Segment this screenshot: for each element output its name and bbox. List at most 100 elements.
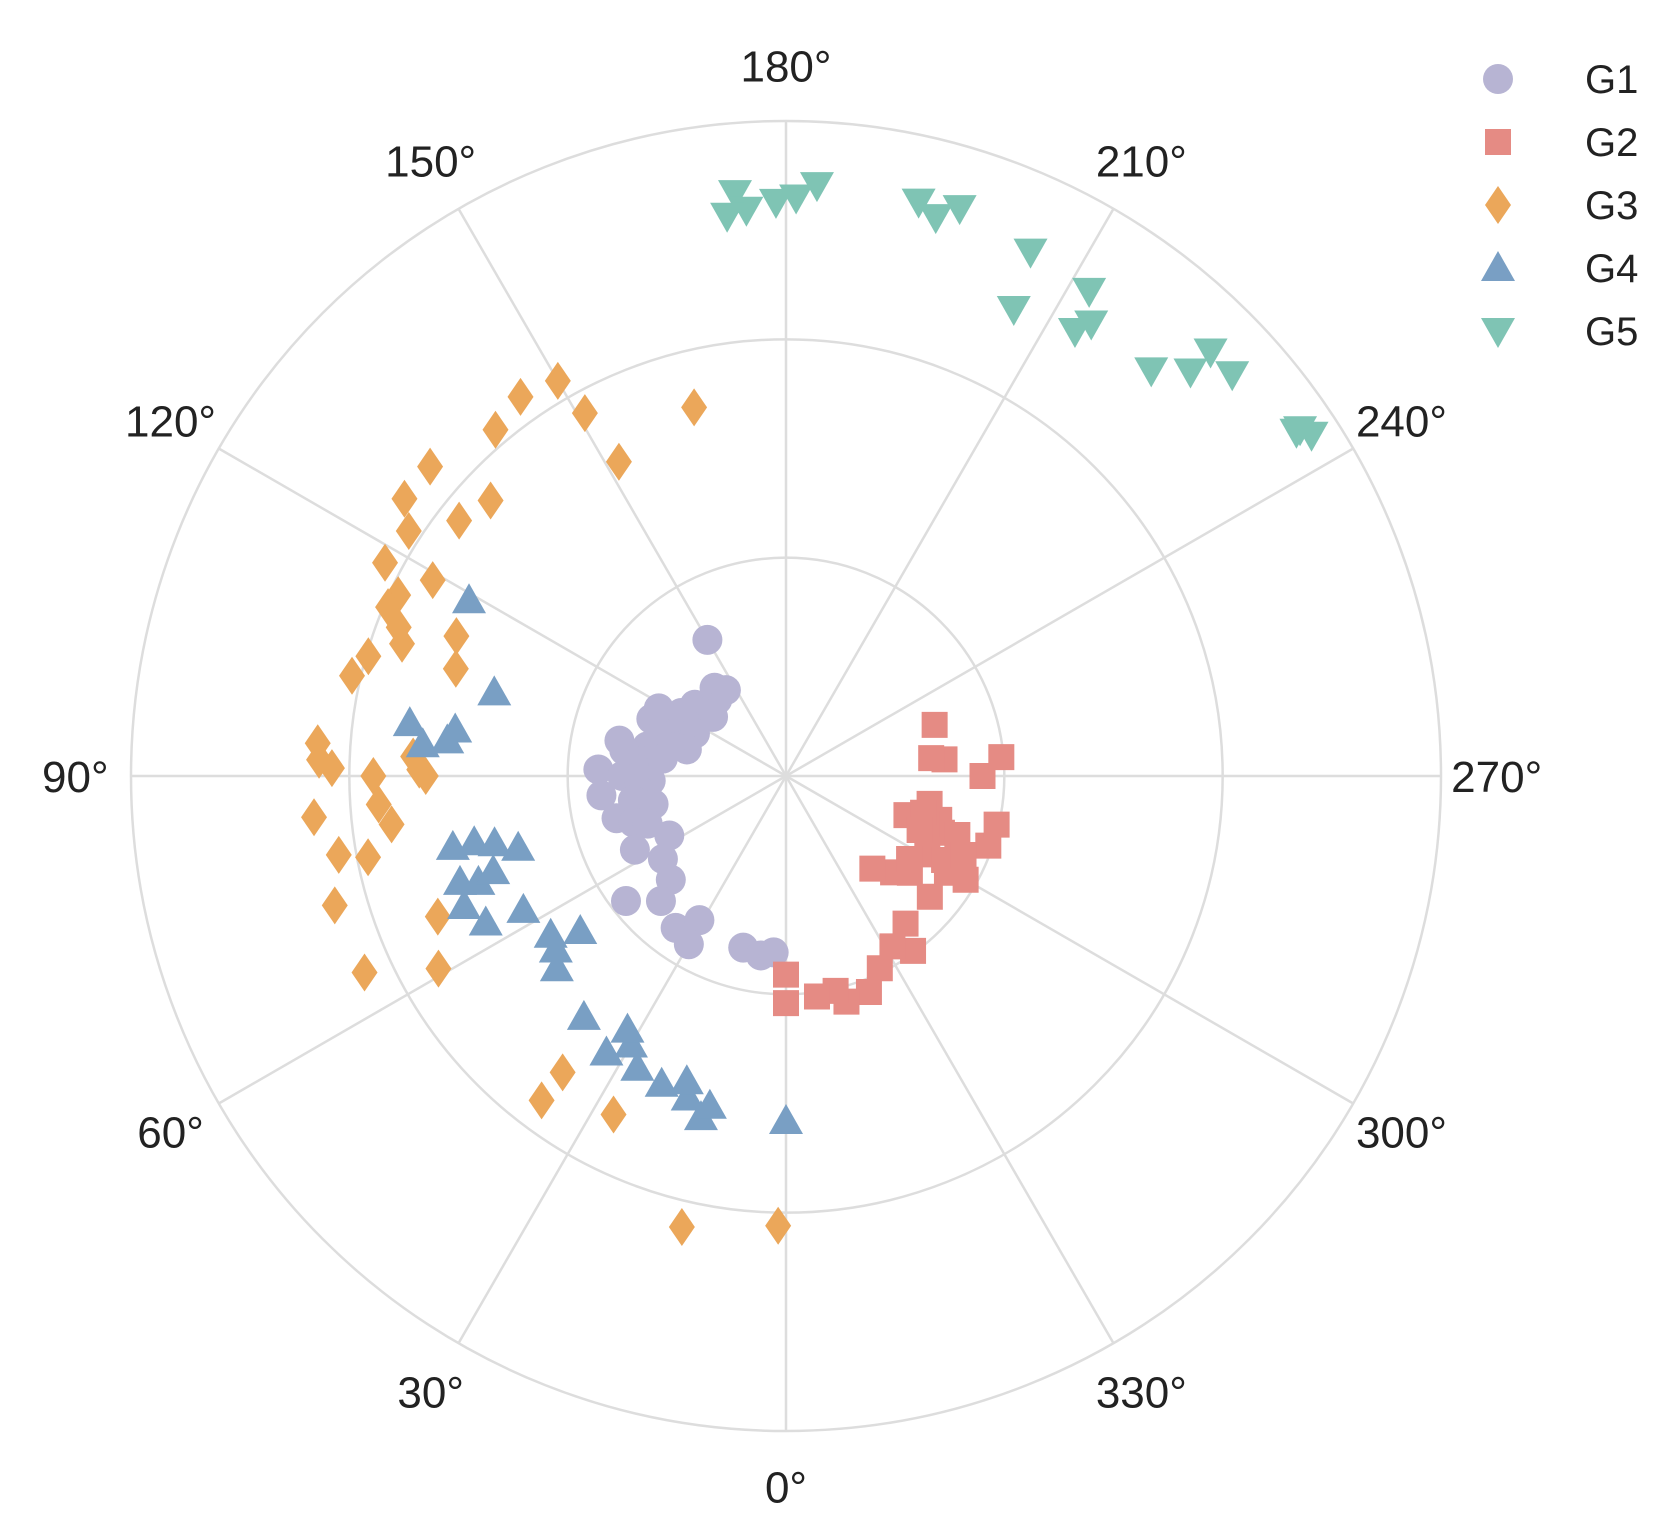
g2-point-25 (855, 979, 882, 1006)
theta-tick-label-0: 0° (765, 1464, 807, 1513)
series-g4 (392, 583, 803, 1134)
g5-point-15 (1215, 361, 1250, 392)
g3-point-28 (412, 757, 439, 795)
g2-point-19 (983, 811, 1010, 838)
g3-point-36 (549, 1053, 576, 1092)
g4-point-20 (589, 1035, 624, 1066)
g3-point-3 (391, 479, 418, 518)
theta-tick-label-60: 60° (137, 1108, 204, 1157)
g2-point-10 (921, 711, 948, 738)
g1-point-22 (583, 754, 614, 785)
legend-item-g1: G1 (1483, 58, 1638, 102)
g1-point-38 (684, 905, 715, 936)
g1-point-0 (692, 624, 723, 655)
g4-point-30 (447, 889, 482, 920)
g3-point-38 (600, 1095, 627, 1134)
g5-point-2 (710, 202, 745, 233)
g2-point-29 (773, 990, 799, 1017)
g2-point-12 (975, 832, 1002, 859)
g5-point-6 (901, 188, 936, 219)
theta-tick-label-330: 330° (1096, 1368, 1187, 1417)
g2-point-23 (879, 933, 906, 960)
g2-point-21 (892, 910, 919, 937)
g5-point-5 (799, 172, 834, 203)
g4-point-19 (566, 999, 601, 1030)
g4-point-14 (468, 905, 503, 936)
g4-point-9 (501, 830, 536, 861)
g4-point-18 (539, 951, 574, 982)
g3-point-35 (446, 501, 473, 540)
g3-point-41 (681, 388, 708, 427)
theta-spoke-300 (785, 774, 1354, 1105)
g1-point-45 (609, 735, 640, 766)
theta-spoke-210 (784, 208, 1115, 777)
g5-point-13 (1074, 310, 1109, 341)
g3-point-33 (605, 442, 632, 481)
g2-point-22 (900, 937, 927, 964)
g1-point-42 (758, 937, 789, 968)
g4-point-27 (769, 1103, 803, 1134)
legend-item-g3: G3 (1485, 184, 1638, 228)
g5-point-20 (1283, 416, 1318, 447)
g5-point-10 (996, 295, 1031, 326)
g3-point-24 (360, 757, 387, 795)
g4-point-12 (476, 854, 511, 885)
theta-spoke-330 (784, 775, 1115, 1344)
g2-point-31 (950, 842, 977, 869)
g2-point-11 (918, 745, 945, 772)
g3-point-2 (417, 447, 444, 486)
legend-marker-g2 (1485, 129, 1511, 155)
g3-point-18 (325, 835, 352, 874)
theta-spoke-30 (457, 775, 788, 1344)
legend-item-g2: G2 (1485, 121, 1638, 165)
g3-point-27 (365, 785, 392, 824)
g4-point-26 (692, 1088, 727, 1119)
g4-point-0 (452, 583, 487, 614)
g1-point-39 (673, 929, 704, 960)
series-g3 (301, 361, 792, 1247)
data-points (301, 172, 1329, 1247)
g3-point-39 (668, 1208, 695, 1247)
g3-point-21 (351, 953, 378, 992)
legend-label-g5: G5 (1585, 310, 1638, 354)
theta-tick-label-240: 240° (1356, 398, 1447, 447)
g3-point-29 (378, 805, 405, 844)
g3-point-34 (477, 481, 504, 520)
g4-point-2 (392, 706, 427, 737)
legend-item-g4: G4 (1481, 247, 1638, 291)
g2-point-30 (773, 961, 799, 988)
g3-point-11 (389, 624, 416, 663)
g5-point-14 (1193, 338, 1228, 369)
g3-point-8 (419, 561, 446, 600)
g5-point-11 (1072, 277, 1107, 308)
legend-label-g3: G3 (1585, 184, 1638, 228)
legend-marker-g3 (1485, 186, 1511, 224)
g1-point-32 (654, 820, 685, 851)
g3-point-19 (355, 838, 382, 877)
g4-point-24 (670, 1080, 705, 1111)
theta-tick-label-180: 180° (740, 42, 831, 91)
g3-point-31 (544, 361, 571, 400)
g5-point-4 (779, 184, 814, 215)
g4-point-22 (620, 1050, 655, 1081)
g5-point-3 (758, 188, 793, 219)
g1-point-31 (619, 834, 650, 865)
g4-point-17 (563, 914, 598, 945)
g1-point-34 (610, 886, 641, 917)
g2-point-32 (896, 846, 923, 873)
g3-point-40 (765, 1206, 792, 1245)
g2-point-20 (859, 855, 886, 882)
theta-tick-label-300: 300° (1356, 1108, 1447, 1157)
theta-spoke-240 (785, 447, 1354, 778)
g3-point-1 (482, 410, 509, 449)
legend-label-g2: G2 (1585, 121, 1638, 165)
g3-point-22 (425, 949, 452, 988)
g4-point-5 (430, 723, 465, 754)
g3-point-17 (301, 798, 328, 837)
g3-point-37 (528, 1081, 555, 1120)
g1-point-36 (645, 886, 676, 917)
legend-label-g4: G4 (1585, 247, 1638, 291)
g4-point-23 (644, 1066, 679, 1097)
g5-point-17 (1134, 357, 1169, 388)
